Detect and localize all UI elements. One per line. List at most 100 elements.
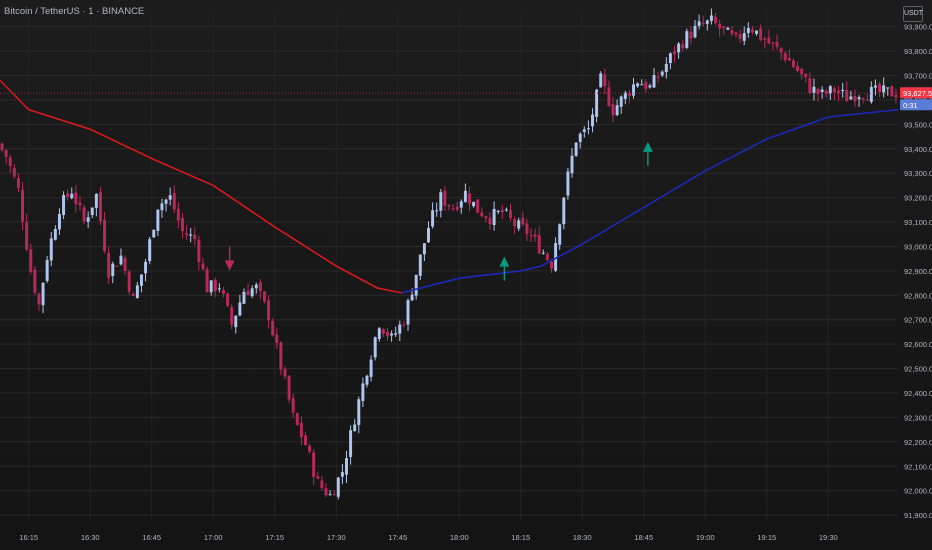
- candle-up: [570, 155, 574, 174]
- y-tick-label: 92,900.00: [904, 267, 932, 276]
- candle-up: [340, 472, 344, 477]
- candle-down: [332, 494, 336, 496]
- candle-up: [49, 238, 53, 261]
- candle-up: [135, 285, 139, 298]
- candle-down: [607, 87, 611, 106]
- candle-up: [857, 97, 861, 100]
- current-price-tag-bg: [900, 87, 932, 99]
- candle-up: [45, 260, 49, 281]
- x-tick-label: 19:00: [696, 533, 715, 542]
- candle-up: [705, 20, 709, 24]
- candle-down: [611, 104, 615, 116]
- candle-up: [90, 207, 94, 216]
- candle-up: [652, 75, 656, 88]
- candle-down: [488, 218, 492, 225]
- candle-down: [221, 289, 225, 294]
- x-tick-label: 18:30: [573, 533, 592, 542]
- candle-up: [86, 217, 90, 222]
- candle-down: [304, 435, 307, 446]
- candle-down: [299, 422, 303, 438]
- y-tick-label: 93,200.00: [904, 194, 932, 203]
- currency-button[interactable]: USDT: [903, 6, 923, 22]
- candle-down: [455, 206, 459, 210]
- candle-down: [381, 329, 385, 334]
- candle-down: [701, 22, 705, 25]
- candle-down: [172, 192, 176, 210]
- candle-down: [176, 208, 180, 221]
- candle-down: [714, 16, 718, 24]
- x-tick-label: 16:45: [142, 533, 161, 542]
- candle-down: [16, 178, 20, 188]
- candle-up: [361, 383, 365, 401]
- candle-up: [820, 89, 824, 93]
- candle-down: [98, 192, 102, 222]
- candle-up: [398, 324, 402, 334]
- candle-up: [886, 87, 890, 89]
- candle-down: [853, 96, 857, 102]
- candle-down: [447, 205, 451, 207]
- candle-up: [648, 85, 652, 88]
- y-tick-label: 93,700.00: [904, 72, 932, 81]
- candle-up: [353, 424, 357, 432]
- candle-up: [504, 209, 508, 211]
- candle-up: [418, 254, 422, 276]
- candle-up: [492, 208, 496, 226]
- candle-down: [66, 193, 70, 197]
- candle-down: [791, 60, 795, 67]
- candle-up: [209, 280, 213, 293]
- candle-down: [603, 74, 607, 86]
- candle-up: [619, 96, 623, 107]
- y-tick-label: 92,800.00: [904, 291, 932, 300]
- candle-up: [357, 399, 361, 426]
- candle-up: [693, 25, 697, 38]
- candle-up: [139, 274, 143, 286]
- candle-down: [193, 234, 197, 240]
- buy-signal-arrow: [642, 141, 653, 152]
- candle-up: [414, 274, 418, 296]
- candle-down: [33, 269, 37, 293]
- candle-down: [759, 28, 763, 40]
- candle-up: [242, 291, 246, 304]
- y-tick-label: 93,400.00: [904, 145, 932, 154]
- countdown-tag-bg: [900, 99, 932, 111]
- candle-down: [550, 261, 553, 269]
- candle-down: [283, 368, 287, 377]
- x-tick-label: 19:30: [819, 533, 838, 542]
- candle-up: [250, 288, 254, 297]
- candle-up: [41, 282, 45, 306]
- y-tick-label: 92,700.00: [904, 316, 932, 325]
- candle-up: [217, 288, 221, 290]
- candle-down: [78, 202, 82, 206]
- candle-up: [709, 15, 713, 21]
- candle-up: [636, 83, 640, 87]
- candle-up: [435, 210, 439, 212]
- candle-up: [496, 210, 500, 212]
- candle-up: [746, 28, 750, 33]
- candle-down: [509, 210, 512, 218]
- candle-down: [127, 271, 131, 292]
- candle-down: [878, 83, 882, 93]
- candle-down: [787, 58, 791, 61]
- candle-up: [160, 203, 164, 211]
- y-tick-label: 91,900.00: [904, 511, 932, 520]
- candle-down: [308, 445, 312, 452]
- candle-down: [525, 223, 529, 235]
- candle-up: [406, 300, 410, 325]
- candle-up: [726, 27, 730, 30]
- candle-down: [246, 290, 250, 296]
- candle-up: [349, 430, 353, 457]
- x-tick-label: 16:15: [19, 533, 38, 542]
- x-tick-label: 17:00: [204, 533, 223, 542]
- candle-down: [824, 90, 828, 95]
- candle-down: [521, 217, 525, 225]
- candle-up: [377, 328, 381, 339]
- candle-down: [324, 487, 328, 496]
- candle-down: [74, 192, 78, 205]
- candle-down: [131, 293, 135, 296]
- candle-down: [861, 98, 865, 100]
- y-tick-label: 93,300.00: [904, 169, 932, 178]
- x-tick-label: 18:00: [450, 533, 469, 542]
- candle-down: [779, 48, 783, 53]
- candle-down: [750, 29, 754, 33]
